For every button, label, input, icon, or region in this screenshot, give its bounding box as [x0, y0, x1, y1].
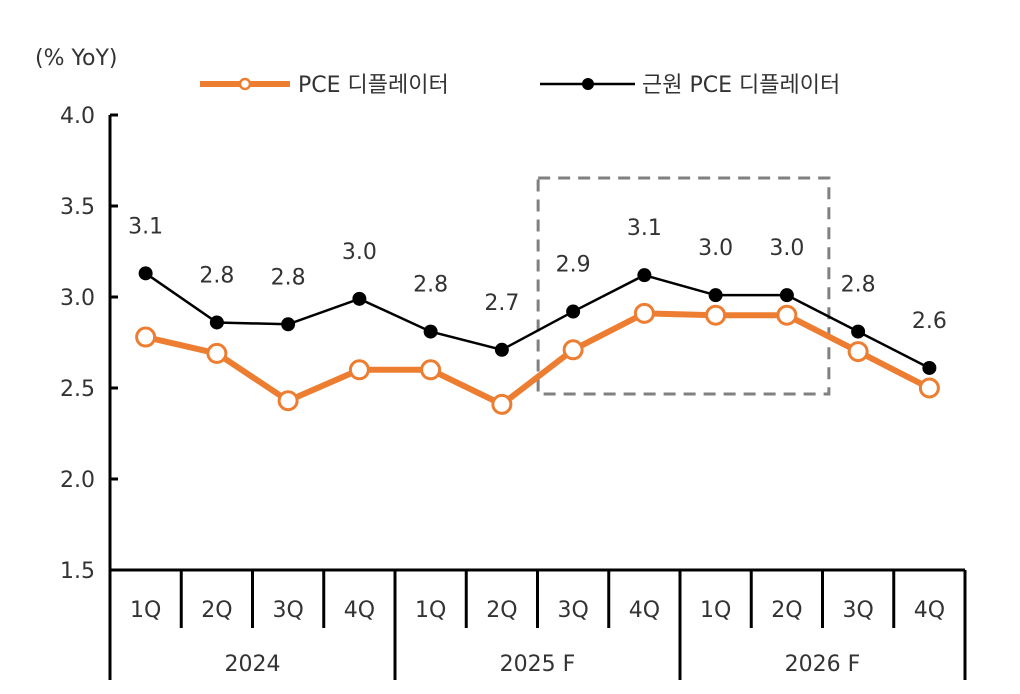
x-tick-label: 1Q: [415, 598, 446, 623]
core-data-label: 3.1: [627, 216, 662, 241]
core-point: [566, 304, 581, 319]
core-point: [138, 266, 153, 281]
x-tick-label: 1Q: [700, 598, 731, 623]
x-tick-label: 3Q: [272, 598, 303, 623]
pce-line: [144, 310, 931, 408]
y-tick-label: 3.0: [60, 286, 95, 311]
core-point: [637, 268, 652, 283]
core-data-label: 2.9: [556, 253, 591, 278]
core-line: [144, 272, 930, 370]
core-data-label: 2.8: [271, 265, 306, 290]
core-point: [494, 342, 509, 357]
pce-point: [348, 359, 370, 381]
pce-point: [918, 377, 940, 399]
core-data-label: 2.8: [841, 273, 876, 298]
core-data-label: 2.7: [484, 291, 519, 316]
x-tick-label: 2Q: [771, 598, 802, 623]
legend-core-marker: [582, 78, 594, 90]
x-tick-label: 3Q: [557, 598, 588, 623]
core-point: [708, 288, 723, 303]
pce-point: [277, 390, 299, 412]
pce-point: [206, 342, 228, 364]
highlight-box: [536, 176, 831, 396]
y-tick-label: 4.0: [60, 104, 95, 129]
legend-pce-marker: [238, 77, 252, 91]
legend-pce-label: PCE 디플레이터: [298, 73, 449, 98]
core-data-label: 2.6: [912, 309, 947, 334]
pce-point: [562, 339, 584, 361]
core-point: [352, 291, 367, 306]
y-tick-label: 2.5: [60, 377, 95, 402]
core-point: [851, 324, 866, 339]
core-data-label: 2.8: [199, 263, 234, 288]
core-point: [209, 315, 224, 330]
legend: PCE 디플레이터 근원 PCE 디플레이터: [200, 73, 840, 98]
x-tick-label: 2Q: [201, 598, 232, 623]
pce-point: [776, 304, 798, 326]
x-tick-label: 4Q: [914, 598, 945, 623]
core-point: [281, 317, 296, 332]
core-point: [423, 324, 438, 339]
pce-point: [633, 302, 655, 324]
core-point: [779, 288, 794, 303]
x-tick-label: 4Q: [629, 598, 660, 623]
pce-point: [491, 393, 513, 415]
pce-point: [705, 304, 727, 326]
pce-point: [847, 341, 869, 363]
core-data-label: 3.0: [342, 240, 377, 265]
pce-point: [135, 326, 157, 348]
core-data-label: 3.0: [769, 236, 804, 261]
legend-core-label: 근원 PCE 디플레이터: [642, 73, 840, 98]
core-data-label: 3.1: [128, 214, 163, 239]
x-tick-label: 1Q: [130, 598, 161, 623]
x-group-label: 2026 F: [785, 652, 861, 677]
y-tick-label: 2.0: [60, 468, 95, 493]
x-tick-label: 4Q: [344, 598, 375, 623]
x-tick-label: 3Q: [842, 598, 873, 623]
y-axis-label: (% YoY): [35, 46, 117, 71]
x-group-label: 2025 F: [500, 652, 576, 677]
x-group-label: 2024: [225, 652, 281, 677]
y-tick-label: 1.5: [60, 559, 95, 584]
core-data-label: 2.8: [413, 273, 448, 298]
core-data-label: 3.0: [698, 236, 733, 261]
core-point: [922, 360, 937, 375]
x-tick-label: 2Q: [486, 598, 517, 623]
y-tick-label: 3.5: [60, 195, 95, 220]
pce-point: [420, 359, 442, 381]
